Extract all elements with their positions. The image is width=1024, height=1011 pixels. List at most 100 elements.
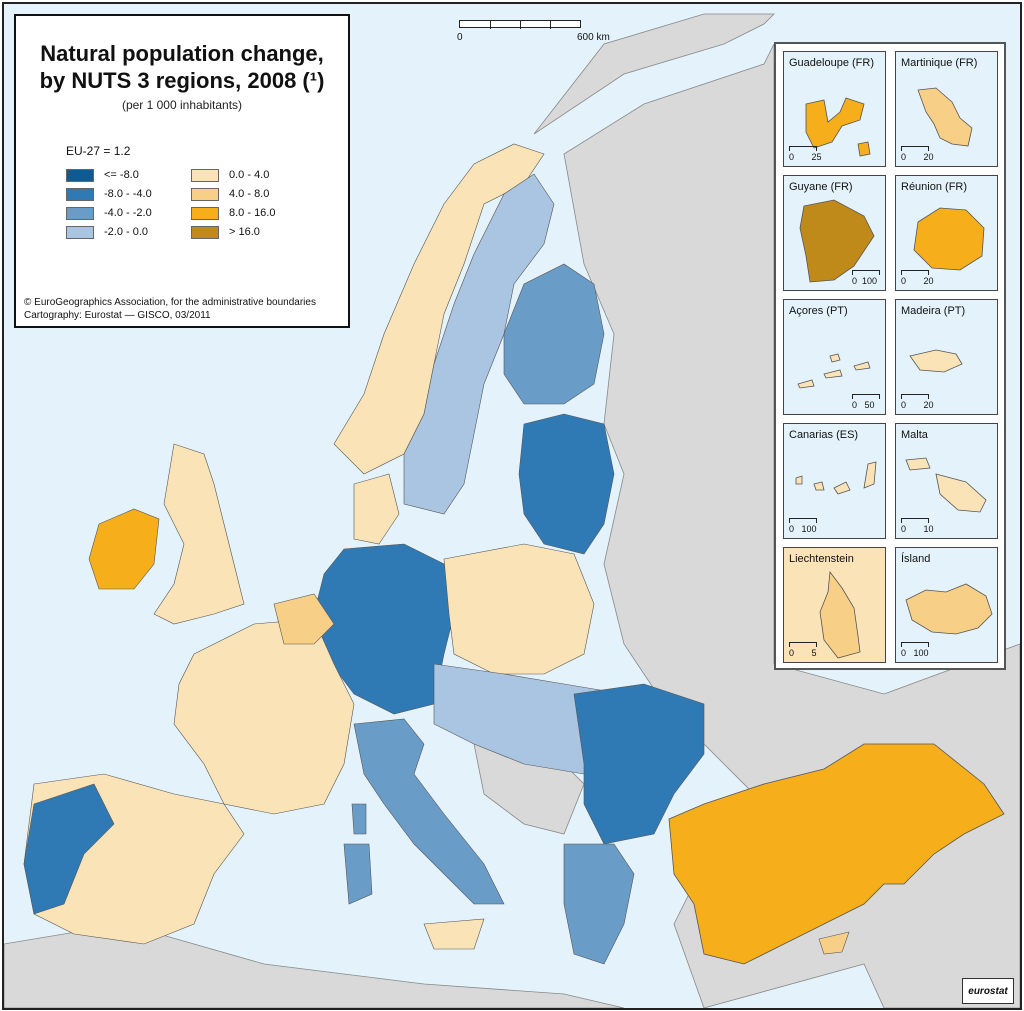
- legend-item: 4.0 - 8.0: [191, 187, 269, 201]
- legend-label: -2.0 - 0.0: [104, 226, 149, 238]
- legend-label: 8.0 - 16.0: [229, 207, 276, 219]
- inset-scale-value: 50: [864, 400, 875, 410]
- reunion-shape: [913, 207, 985, 271]
- inset-reunion: Réunion (FR) 0 20: [895, 175, 998, 291]
- italy-region: [353, 718, 505, 905]
- inset-guyane: Guyane (FR) 0 100: [783, 175, 886, 291]
- map-title-line1: Natural population change,: [40, 41, 324, 66]
- guadeloupe-shape: [805, 97, 871, 157]
- finland-region: [503, 263, 605, 405]
- cyprus-region: [818, 931, 850, 955]
- inset-label: Canarias (ES): [789, 429, 859, 441]
- map-subtitle: (per 1 000 inhabitants): [121, 98, 243, 112]
- inset-scale: 0 20: [901, 146, 934, 162]
- island-shape: [905, 583, 993, 635]
- legend-item: -4.0 - -2.0: [66, 206, 152, 220]
- denmark-region: [353, 473, 400, 545]
- legend-label: <= -8.0: [104, 169, 139, 181]
- inset-label: Guadeloupe (FR): [789, 57, 874, 69]
- inset-label: Réunion (FR): [901, 181, 968, 193]
- legend-swatch: [66, 225, 94, 239]
- inset-scale-value: 20: [923, 276, 934, 286]
- baltic-states-region: [518, 413, 615, 555]
- inset-label: Guyane (FR): [789, 181, 853, 193]
- inset-label: Ísland: [901, 553, 931, 565]
- inset-label: Martinique (FR): [901, 57, 978, 69]
- eurostat-logo: eurostat: [962, 978, 1014, 1004]
- legend-item: -2.0 - 0.0: [66, 225, 148, 239]
- united-kingdom-region: [153, 443, 245, 625]
- map-title: Natural population change, by NUTS 3 reg…: [16, 40, 348, 94]
- inset-scale: 0 50: [852, 394, 880, 410]
- inset-scale: 0 20: [901, 394, 934, 410]
- malta-shape: [905, 457, 987, 513]
- legend-label: > 16.0: [229, 226, 260, 238]
- legend-item: 8.0 - 16.0: [191, 206, 275, 220]
- inset-madeira: Madeira (PT) 0 20: [895, 299, 998, 415]
- acores-shape: [797, 353, 871, 389]
- europe-map: [4, 13, 1020, 1008]
- legend-label: 0.0 - 4.0: [229, 169, 270, 181]
- inset-scale: 0 100: [789, 518, 817, 534]
- legend-swatch: [191, 225, 219, 239]
- greece-region: [563, 843, 635, 965]
- scale-bar: 0 600 km: [457, 20, 610, 46]
- title-legend-box: Natural population change, by NUTS 3 reg…: [14, 14, 350, 328]
- legend-item: 0.0 - 4.0: [191, 168, 269, 182]
- legend-label: -8.0 - -4.0: [104, 188, 152, 200]
- legend-swatch: [191, 187, 219, 201]
- inset-scale-value: 10: [923, 524, 934, 534]
- inset-canarias: Canarias (ES) 0 100: [783, 423, 886, 539]
- canarias-shape: [795, 461, 877, 495]
- inset-scale: 0 25: [789, 146, 822, 162]
- benelux-region: [273, 593, 335, 645]
- ireland-region: [88, 508, 160, 590]
- legend-label: 4.0 - 8.0: [229, 188, 270, 200]
- scale-zero-label: 0: [457, 32, 463, 43]
- copyright-line1: © EuroGeographics Association, for the a…: [24, 297, 316, 308]
- liechtenstein-shape: [819, 570, 861, 659]
- poland-region: [443, 543, 595, 675]
- inset-label: Malta: [901, 429, 928, 441]
- guyane-shape: [799, 199, 875, 283]
- legend-swatch: [66, 206, 94, 220]
- madeira-shape: [909, 349, 963, 373]
- scale-bar-graphic: [459, 20, 581, 29]
- inset-scale-value: 100: [862, 276, 878, 286]
- turkey-region: [668, 743, 1005, 965]
- legend-label: -4.0 - -2.0: [104, 207, 152, 219]
- inset-scale-value: 100: [913, 648, 929, 658]
- inset-acores: Açores (PT) 0 50: [783, 299, 886, 415]
- scandinavia-north-land: [533, 13, 775, 135]
- inset-scale-value: 25: [811, 152, 822, 162]
- corsica-region: [351, 803, 367, 835]
- insets-panel: Guadeloupe (FR) 0 25 Martinique (FR) 0 2…: [774, 42, 1006, 670]
- romania-bulgaria-region: [573, 683, 705, 845]
- inset-malta: Malta 0 10: [895, 423, 998, 539]
- inset-island: Ísland 0 100: [895, 547, 998, 663]
- legend-item: -8.0 - -4.0: [66, 187, 152, 201]
- copyright-note: © EuroGeographics Association, for the a…: [24, 296, 316, 322]
- inset-scale-value: 100: [801, 524, 817, 534]
- legend-swatch: [66, 168, 94, 182]
- inset-label: Açores (PT): [789, 305, 848, 317]
- inset-label: Liechtenstein: [789, 553, 854, 565]
- inset-scale: 0 100: [852, 270, 880, 286]
- inset-label: Madeira (PT): [901, 305, 966, 317]
- inset-scale-value: 20: [923, 152, 934, 162]
- inset-scale: 0 10: [901, 518, 934, 534]
- legend-item: > 16.0: [191, 225, 260, 239]
- inset-scale-value: 5: [811, 648, 817, 658]
- inset-scale-value: 20: [923, 400, 934, 410]
- inset-scale: 0 20: [901, 270, 934, 286]
- inset-scale: 0 5: [789, 642, 817, 658]
- france-region: [173, 618, 355, 815]
- copyright-line2: Cartography: Eurostat — GISCO, 03/2011: [24, 310, 211, 321]
- sardinia-region: [343, 843, 373, 905]
- inset-liechtenstein: Liechtenstein 0 5: [783, 547, 886, 663]
- scale-max-label: 600 km: [577, 32, 610, 43]
- sicily-region: [423, 918, 485, 950]
- inset-guadeloupe: Guadeloupe (FR) 0 25: [783, 51, 886, 167]
- legend-swatch: [191, 168, 219, 182]
